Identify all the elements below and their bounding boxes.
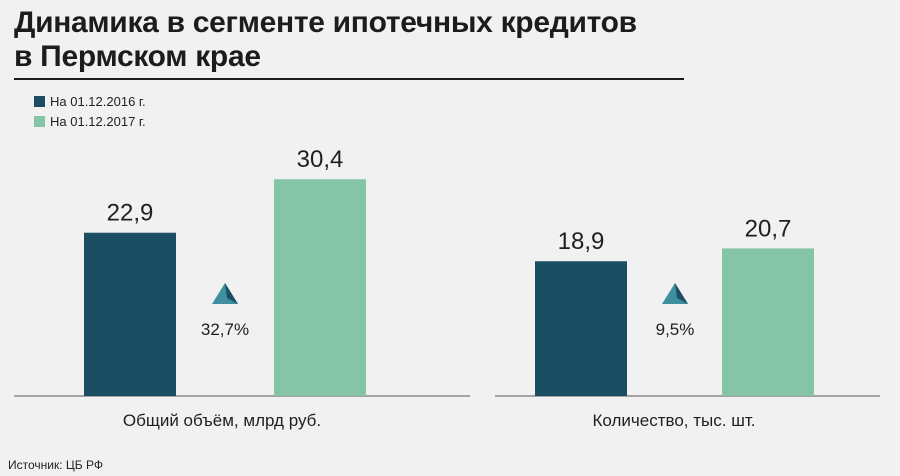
legend-swatch-2017: [34, 115, 45, 127]
growth-arrow-shade-1: [675, 283, 688, 304]
bar-value-label-0-0: 22,9: [107, 200, 154, 227]
title-underline: [14, 78, 684, 80]
legend: На 01.12.2016 г. На 01.12.2017 г.: [34, 91, 146, 131]
bar-1-1: [722, 248, 814, 396]
legend-swatch-2016: [34, 95, 45, 107]
growth-percent-label-0: 32,7%: [201, 320, 249, 339]
chart-title-line-1: Динамика в сегменте ипотечных кредитов: [14, 6, 637, 39]
bar-value-label-1-0: 18,9: [558, 228, 605, 255]
bar-value-label-0-1: 30,4: [297, 146, 344, 173]
legend-label-2016: На 01.12.2016 г.: [50, 93, 146, 109]
chart-title: Динамика в сегменте ипотечных кредитов в…: [14, 6, 637, 74]
growth-percent-label-1: 9,5%: [656, 320, 695, 339]
chart-title-line-2: в Пермском крае: [14, 40, 261, 73]
legend-label-2017: На 01.12.2017 г.: [50, 113, 146, 129]
category-label-1: Количество, тыс. шт.: [593, 411, 756, 430]
bar-0-1: [274, 179, 366, 396]
bar-value-label-1-1: 20,7: [745, 215, 792, 242]
legend-item-2016: На 01.12.2016 г.: [34, 91, 146, 111]
source-note: Источник: ЦБ РФ: [8, 458, 103, 472]
legend-item-2017: На 01.12.2017 г.: [34, 111, 146, 131]
category-label-0: Общий объём, млрд руб.: [123, 411, 321, 430]
growth-arrow-shade-0: [225, 283, 238, 304]
bar-0-0: [84, 232, 176, 396]
bar-1-0: [535, 261, 627, 396]
